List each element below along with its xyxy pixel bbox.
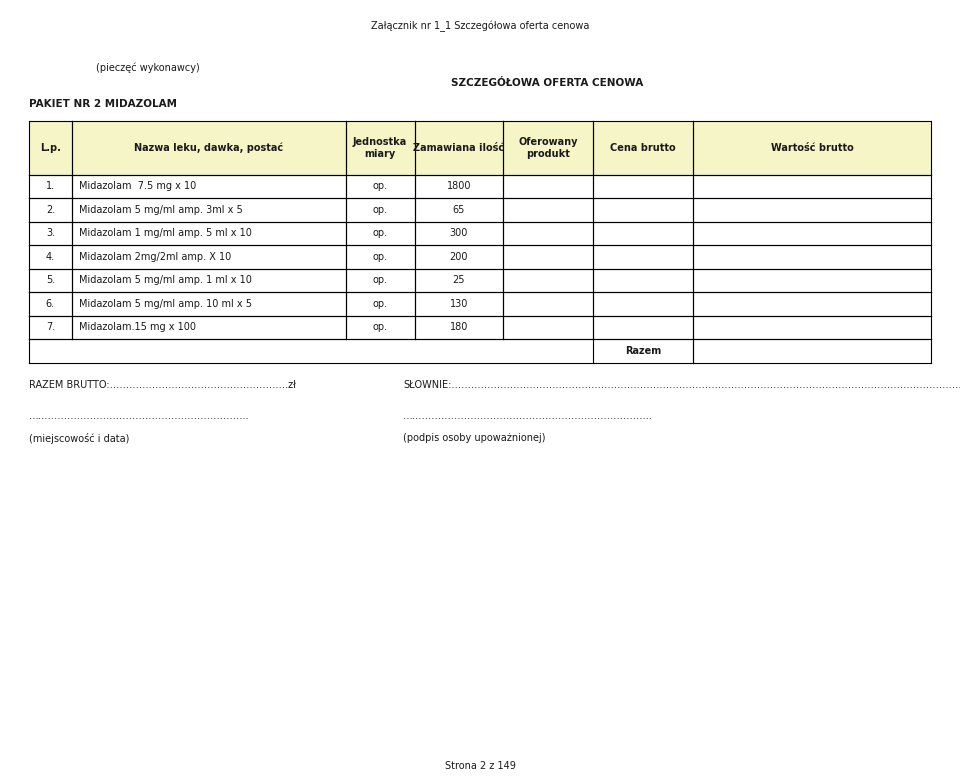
Text: op.: op. [372, 229, 388, 238]
Text: 6.: 6. [46, 299, 55, 309]
Text: 2.: 2. [46, 205, 55, 215]
Text: PAKIET NR 2 MIDAZOLAM: PAKIET NR 2 MIDAZOLAM [29, 99, 177, 110]
Text: (miejscowość i data): (miejscowość i data) [29, 433, 130, 444]
Text: 130: 130 [449, 299, 468, 309]
Text: op.: op. [372, 323, 388, 332]
Bar [503, 121, 593, 175]
Text: Midazolam 5 mg/ml amp. 10 ml x 5: Midazolam 5 mg/ml amp. 10 ml x 5 [79, 299, 252, 309]
Text: SŁOWNIE:…………………………………………………………………………………………………………………………………………..zł: SŁOWNIE:……………………………………………………………………………………… [403, 380, 960, 390]
Text: Midazolam  7.5 mg x 10: Midazolam 7.5 mg x 10 [79, 182, 196, 191]
Text: Załącznik nr 1_1 Szczegółowa oferta cenowa: Załącznik nr 1_1 Szczegółowa oferta ceno… [371, 20, 589, 32]
Text: Midazolam 1 mg/ml amp. 5 ml x 10: Midazolam 1 mg/ml amp. 5 ml x 10 [79, 229, 252, 238]
Text: op.: op. [372, 182, 388, 191]
Text: …………………………………………………………..: ………………………………………………………….. [29, 411, 250, 421]
Text: Oferowany
produkt: Oferowany produkt [518, 137, 578, 159]
Text: 3.: 3. [46, 229, 55, 238]
Text: Midazolam.15 mg x 100: Midazolam.15 mg x 100 [79, 323, 196, 332]
Text: op.: op. [372, 252, 388, 262]
Text: op.: op. [372, 299, 388, 309]
Bar [346, 121, 415, 175]
Text: 25: 25 [452, 276, 466, 285]
Text: 180: 180 [449, 323, 468, 332]
Text: 7.: 7. [46, 323, 55, 332]
Text: RAZEM BRUTTO:……………………………………………….zł: RAZEM BRUTTO:……………………………………………….zł [29, 380, 296, 390]
Text: L.p.: L.p. [40, 143, 60, 153]
Text: Nazwa leku, dawka, postać: Nazwa leku, dawka, postać [134, 143, 283, 153]
Text: SZCZEGÓŁOWA OFERTA CENOWA: SZCZEGÓŁOWA OFERTA CENOWA [451, 78, 643, 88]
Text: Jednostka
miary: Jednostka miary [353, 137, 407, 159]
Text: 65: 65 [453, 205, 465, 215]
Text: 1800: 1800 [446, 182, 471, 191]
Text: Razem: Razem [625, 346, 661, 355]
Text: 200: 200 [449, 252, 468, 262]
Text: Cena brutto: Cena brutto [611, 143, 676, 153]
Text: …………………………………………………………………..: ………………………………………………………………….. [403, 411, 653, 421]
Text: 5.: 5. [46, 276, 55, 285]
Text: (podpis osoby upoważnionej): (podpis osoby upoważnionej) [403, 433, 545, 443]
Text: op.: op. [372, 205, 388, 215]
Text: 300: 300 [449, 229, 468, 238]
Bar [415, 121, 503, 175]
Bar [72, 121, 346, 175]
Text: Midazolam 5 mg/ml amp. 1 ml x 10: Midazolam 5 mg/ml amp. 1 ml x 10 [79, 276, 252, 285]
Text: Wartość brutto: Wartość brutto [771, 143, 853, 153]
Bar [593, 121, 693, 175]
Bar [693, 121, 931, 175]
Text: Midazolam 5 mg/ml amp. 3ml x 5: Midazolam 5 mg/ml amp. 3ml x 5 [79, 205, 243, 215]
Text: 4.: 4. [46, 252, 55, 262]
Text: op.: op. [372, 276, 388, 285]
Text: Midazolam 2mg/2ml amp. X 10: Midazolam 2mg/2ml amp. X 10 [79, 252, 231, 262]
Bar [29, 121, 72, 175]
Text: Strona 2 z 149: Strona 2 z 149 [444, 761, 516, 771]
Text: (pieczęć wykonawcy): (pieczęć wykonawcy) [96, 63, 200, 73]
Text: 1.: 1. [46, 182, 55, 191]
Text: Zamawiana ilość: Zamawiana ilość [414, 143, 504, 153]
